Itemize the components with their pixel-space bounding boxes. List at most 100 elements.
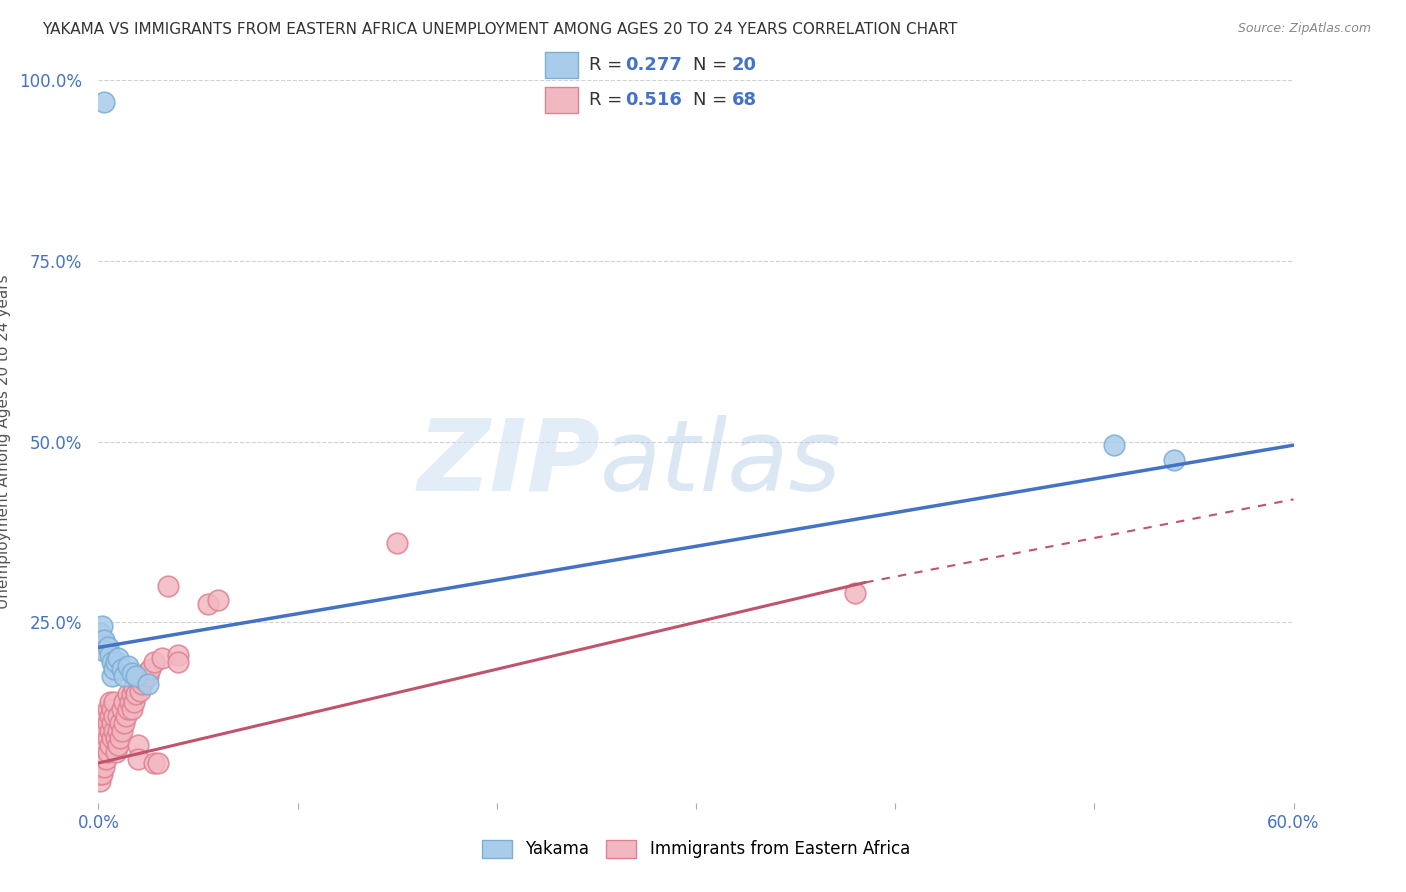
Point: [93, 716, 115, 731]
Text: 0.277: 0.277: [624, 56, 682, 74]
Point: [101, 669, 124, 683]
Point: [121, 665, 143, 680]
Point: [98, 709, 122, 723]
Point: [97, 702, 120, 716]
Point: [117, 702, 139, 716]
Point: [91, 738, 114, 752]
Point: [89, 767, 111, 781]
Text: YAKAMA VS IMMIGRANTS FROM EASTERN AFRICA UNEMPLOYMENT AMONG AGES 20 TO 24 YEARS : YAKAMA VS IMMIGRANTS FROM EASTERN AFRICA…: [42, 22, 957, 37]
Point: [129, 683, 152, 698]
Point: [97, 731, 120, 745]
Point: [89, 774, 111, 789]
Point: [385, 535, 409, 549]
Point: [93, 644, 115, 658]
Point: [93, 95, 115, 109]
Point: [103, 723, 125, 738]
Point: [127, 752, 149, 766]
Point: [134, 673, 156, 687]
Text: 0.516: 0.516: [624, 91, 682, 109]
Point: [139, 662, 162, 676]
Text: N =: N =: [693, 56, 734, 74]
Point: [107, 651, 129, 665]
Point: [121, 702, 143, 716]
Point: [101, 702, 124, 716]
Point: [112, 695, 135, 709]
Point: [107, 723, 129, 738]
Point: [136, 676, 159, 690]
Point: [98, 695, 122, 709]
Point: [93, 633, 115, 648]
Point: [1163, 452, 1185, 467]
Point: [91, 619, 114, 633]
Text: R =: R =: [589, 56, 628, 74]
Point: [101, 716, 124, 731]
Point: [97, 745, 120, 759]
Point: [143, 655, 166, 669]
Point: [103, 709, 125, 723]
Point: [105, 655, 128, 669]
Point: [96, 709, 118, 723]
Point: [105, 731, 128, 745]
Text: 20: 20: [731, 56, 756, 74]
Point: [167, 655, 190, 669]
Point: [98, 648, 122, 662]
Point: [150, 651, 173, 665]
Point: [101, 655, 124, 669]
Point: [135, 665, 157, 680]
Point: [112, 669, 135, 683]
Point: [111, 723, 134, 738]
Point: [96, 752, 118, 766]
Text: 68: 68: [731, 91, 756, 109]
Point: [98, 738, 122, 752]
Point: [844, 586, 866, 600]
Point: [124, 695, 146, 709]
Point: [89, 760, 111, 774]
Point: [125, 669, 148, 683]
Text: ZIP: ZIP: [418, 415, 600, 512]
Point: [148, 756, 170, 770]
Point: [112, 716, 135, 731]
Point: [96, 723, 118, 738]
Point: [96, 738, 118, 752]
Point: [131, 669, 153, 683]
Text: Source: ZipAtlas.com: Source: ZipAtlas.com: [1237, 22, 1371, 36]
Point: [93, 760, 115, 774]
Text: R =: R =: [589, 91, 628, 109]
Y-axis label: Unemployment Among Ages 20 to 24 years: Unemployment Among Ages 20 to 24 years: [0, 274, 11, 609]
Point: [111, 702, 134, 716]
Bar: [546, 87, 578, 112]
Point: [157, 579, 180, 593]
Point: [89, 626, 111, 640]
Point: [91, 767, 114, 781]
Point: [93, 731, 115, 745]
Legend: Yakama, Immigrants from Eastern Africa: Yakama, Immigrants from Eastern Africa: [474, 831, 918, 867]
Point: [117, 658, 139, 673]
Bar: [546, 52, 578, 78]
Point: [120, 695, 142, 709]
Text: N =: N =: [693, 91, 734, 109]
Point: [111, 662, 134, 676]
Point: [107, 709, 129, 723]
Point: [124, 680, 146, 694]
Point: [117, 687, 139, 701]
Point: [105, 745, 128, 759]
Text: atlas: atlas: [600, 415, 842, 512]
Point: [91, 752, 114, 766]
Point: [167, 648, 190, 662]
Point: [136, 669, 159, 683]
Point: [115, 709, 138, 723]
Point: [97, 640, 120, 655]
Point: [143, 756, 166, 770]
Point: [110, 716, 132, 731]
Point: [197, 597, 219, 611]
Point: [125, 687, 148, 701]
Point: [103, 695, 125, 709]
Point: [98, 723, 122, 738]
Point: [1104, 438, 1126, 452]
Point: [127, 738, 149, 752]
Point: [121, 687, 143, 701]
Point: [207, 593, 229, 607]
Point: [110, 731, 132, 745]
Point: [93, 745, 115, 759]
Point: [131, 676, 153, 690]
